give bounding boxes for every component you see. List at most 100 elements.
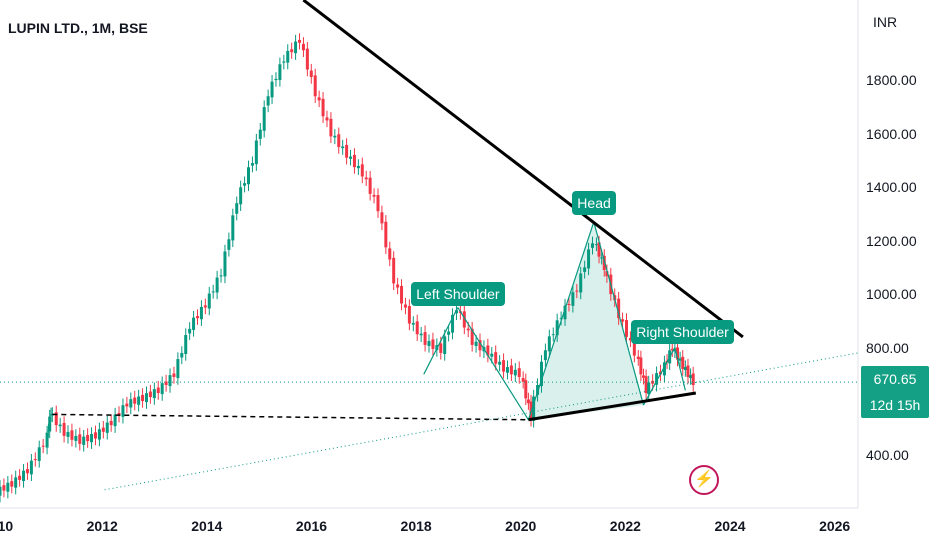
candle-body — [532, 396, 536, 421]
candle-body — [101, 427, 105, 432]
candle-body — [203, 305, 207, 308]
candle-body — [215, 277, 219, 293]
candle-body — [156, 387, 160, 394]
candle-body — [494, 352, 498, 364]
x-tick-label: 2016 — [295, 518, 328, 534]
pattern-line — [457, 307, 529, 421]
candle-body — [689, 375, 693, 379]
flash-icon[interactable]: ⚡ — [689, 465, 719, 495]
candle-body — [587, 249, 591, 269]
candle-body — [86, 435, 90, 442]
candle-body — [447, 331, 451, 335]
pattern-line — [642, 347, 676, 406]
candle-body — [376, 195, 380, 212]
candle-body — [526, 399, 530, 404]
candle-body — [227, 239, 231, 250]
chart-title: LUPIN LTD., 1M, BSE — [8, 20, 148, 36]
candle-body — [639, 357, 643, 375]
candle-body — [180, 352, 184, 358]
candle-body — [199, 306, 203, 320]
candle-body — [462, 311, 466, 328]
candle-body — [539, 361, 543, 387]
candle-body — [403, 304, 407, 308]
candle-body — [443, 336, 447, 354]
candle-body — [274, 78, 278, 81]
currency-label: INR — [873, 14, 898, 30]
candle-body — [137, 396, 141, 405]
candle-body — [624, 320, 628, 337]
candle-body — [360, 164, 364, 177]
x-tick-label: 2014 — [191, 518, 223, 534]
candle-body — [29, 460, 33, 475]
candle-body — [521, 378, 525, 382]
candle-body — [78, 434, 82, 444]
dashed-support-line — [52, 413, 529, 421]
candle-body — [250, 163, 254, 166]
candle-body — [70, 430, 74, 440]
candle-body — [419, 333, 423, 336]
candle-body — [451, 314, 455, 333]
candle-body — [490, 353, 494, 357]
candle-body — [372, 194, 376, 197]
candle-body — [636, 356, 640, 360]
candle-body — [352, 154, 356, 168]
candle-body — [2, 485, 6, 491]
candle-body — [678, 358, 682, 361]
candle-body — [144, 393, 148, 403]
candle-body — [109, 420, 113, 426]
candle-body — [25, 469, 29, 474]
candle-body — [117, 412, 121, 416]
candle-body — [254, 140, 258, 165]
candle-body — [148, 391, 152, 398]
last-price: 670.65 — [873, 371, 917, 387]
x-tick-label: 2020 — [505, 518, 537, 534]
candle-body — [160, 383, 164, 395]
candle-body — [470, 328, 474, 345]
candle-body — [282, 61, 286, 63]
candle-body — [427, 341, 431, 346]
candle-body — [278, 64, 282, 80]
candle-body — [231, 215, 235, 241]
candle-body — [164, 381, 168, 386]
candle-body — [317, 97, 321, 101]
candle-body — [583, 267, 587, 272]
candle-body — [62, 422, 66, 436]
candle-body — [368, 177, 372, 194]
candle-body — [168, 375, 172, 387]
candle-body — [524, 380, 528, 399]
candle-body — [290, 49, 294, 53]
x-tick-label: 2022 — [609, 518, 641, 534]
candle-body — [211, 291, 215, 293]
candle-body — [423, 332, 427, 345]
y-tick-label: 1600.00 — [866, 125, 917, 142]
candle-body — [294, 41, 298, 54]
candle-body — [676, 347, 680, 360]
candle-body — [673, 349, 677, 352]
candle-body — [602, 255, 606, 271]
candle-body — [396, 284, 400, 288]
y-tick-label: 1400.00 — [866, 179, 917, 196]
candle-body — [647, 382, 651, 395]
candle-body — [628, 337, 632, 341]
candle-body — [563, 305, 567, 320]
candle-body — [325, 117, 329, 121]
candle-body — [321, 98, 325, 117]
candle-body — [502, 360, 506, 372]
candle-body — [14, 477, 18, 488]
candle-body — [22, 470, 26, 481]
candle-body — [555, 320, 559, 336]
x-tick-label: 2024 — [714, 518, 746, 534]
candle-body — [579, 273, 583, 293]
head-fill — [528, 221, 644, 420]
candle-body — [82, 436, 86, 445]
candle-body — [74, 435, 78, 441]
candle-body — [466, 328, 470, 331]
x-tick-label: 2010 — [0, 518, 14, 534]
candle-body — [184, 335, 188, 354]
candle-body — [309, 70, 313, 78]
resistance-trendline — [302, 0, 744, 339]
candle-body — [125, 403, 129, 407]
candle-body — [407, 306, 411, 324]
candle-body — [133, 397, 137, 404]
